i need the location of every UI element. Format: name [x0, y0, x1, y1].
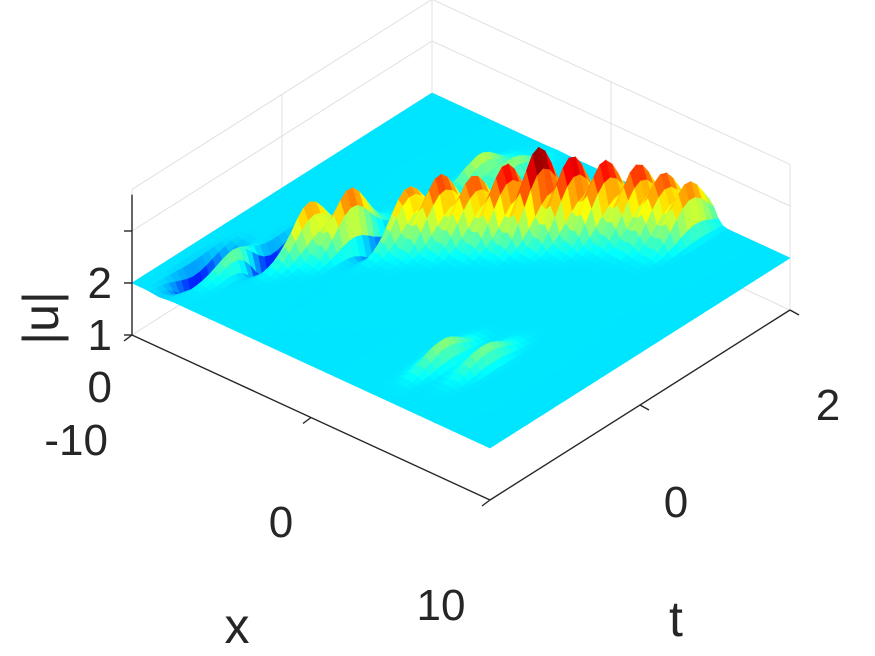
- x-tick-0: 0: [269, 498, 293, 547]
- t-tick-2: 2: [816, 381, 840, 430]
- z-axis-label: |u|: [13, 291, 69, 345]
- z-tick-2: 2: [88, 259, 112, 308]
- x-tick-mark: [481, 499, 491, 507]
- surface-cell: [484, 441, 497, 449]
- t-tick-mark: [789, 309, 800, 316]
- x-tick-mark: [123, 334, 133, 342]
- x-tick-10: 10: [417, 581, 466, 630]
- grid-line: [432, 0, 791, 165]
- z-tick-0: 0: [88, 363, 112, 412]
- t-tick-0: 0: [664, 478, 688, 527]
- z-tick-1: 1: [88, 311, 112, 360]
- t-tick-mark: [639, 404, 650, 411]
- surface: [131, 92, 791, 449]
- axes-box: [123, 194, 800, 507]
- x-tick-minus10: -10: [44, 416, 108, 465]
- x-axis-label: x: [225, 598, 250, 654]
- grid-line: [131, 0, 432, 190]
- x-tick-mark: [302, 416, 312, 425]
- t-axis-label: t: [669, 591, 683, 647]
